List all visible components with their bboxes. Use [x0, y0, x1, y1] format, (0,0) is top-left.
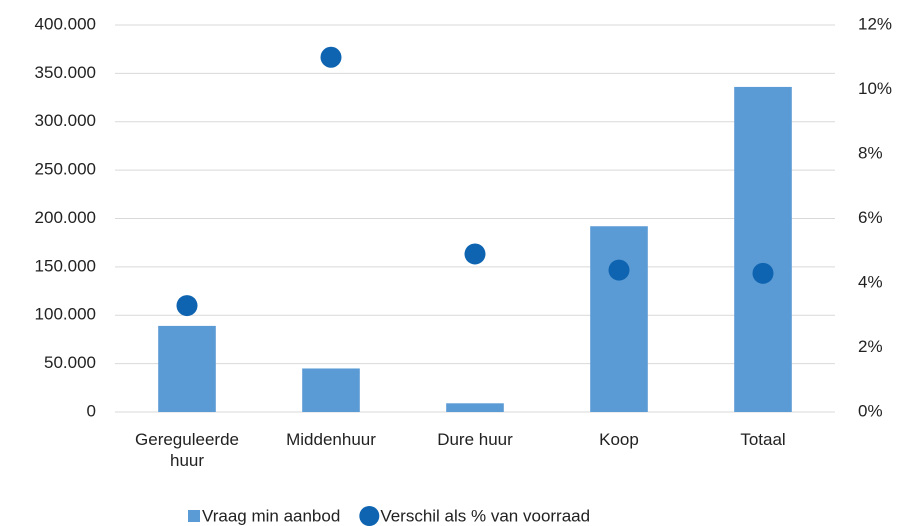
y2-tick-label: 8%	[858, 143, 883, 162]
y2-tick-label: 12%	[858, 14, 892, 33]
point	[176, 295, 198, 317]
y-tick-label: 200.000	[35, 208, 96, 227]
y2-tick-label: 10%	[858, 79, 892, 98]
x-tick-label: Totaal	[740, 430, 786, 449]
point	[752, 262, 774, 284]
legend-label: Vraag min aanbod	[202, 506, 340, 525]
bar	[446, 403, 504, 412]
legend-label: Verschil als % van voorraad	[380, 506, 590, 525]
y2-tick-label: 4%	[858, 272, 883, 291]
y-tick-label: 400.000	[35, 14, 96, 33]
y-tick-label: 300.000	[35, 111, 96, 130]
legend-swatch	[188, 510, 200, 522]
y2-tick-label: 2%	[858, 337, 883, 356]
y-tick-label: 350.000	[35, 63, 96, 82]
x-tick-label: Gereguleerde huur	[135, 430, 239, 470]
bar	[302, 368, 360, 412]
x-tick-label: Dure huur	[437, 430, 513, 449]
bar	[590, 226, 648, 412]
point	[320, 46, 342, 68]
bar	[734, 86, 792, 413]
y-tick-label: 250.000	[35, 160, 96, 179]
legend-swatch	[359, 506, 380, 526]
x-tick-label: Koop	[599, 430, 639, 449]
y-tick-label: 100.000	[35, 305, 96, 324]
point	[608, 259, 630, 281]
bar	[158, 325, 216, 412]
y2-tick-label: 6%	[858, 208, 883, 227]
x-tick-label: Middenhuur	[286, 430, 376, 449]
point	[464, 243, 486, 265]
y-tick-label: 50.000	[44, 353, 96, 372]
y-tick-label: 150.000	[35, 256, 96, 275]
y2-tick-label: 0%	[858, 401, 883, 420]
y-tick-label: 0	[87, 401, 96, 420]
